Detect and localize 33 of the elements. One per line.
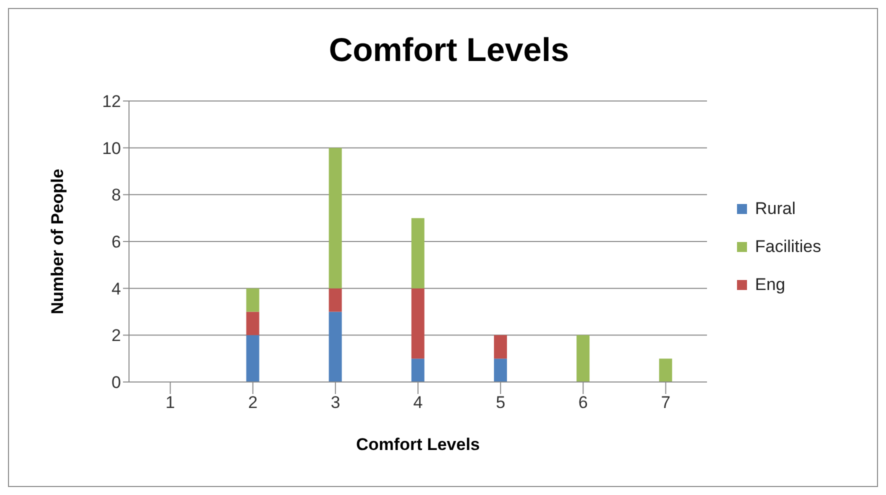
chart-title: Comfort Levels [328,31,570,69]
y-tick-label: 0 [112,373,121,392]
x-axis-title: Comfort Levels [356,435,480,454]
legend-label: Facilities [755,236,822,256]
bar [576,335,590,382]
bar [659,358,672,382]
legend-label: Eng [755,274,786,294]
y-tick-label: 2 [112,326,121,346]
x-tick-label: 2 [248,393,258,412]
y-tick-label: 4 [112,279,121,298]
x-tick-label: 4 [413,393,423,412]
bar [411,218,424,288]
y-axis-title: Number of People [48,168,68,314]
x-tick-label: 1 [166,393,176,412]
bar [494,335,507,359]
legend-label: Rural [755,198,796,218]
bar [411,288,424,359]
x-tick-label: 6 [578,393,588,412]
bar [411,358,424,382]
bar [328,312,342,382]
bar [246,312,260,336]
bar [328,288,342,312]
bar [494,358,507,382]
y-tick-label: 6 [112,232,121,252]
bar [328,148,342,288]
y-tick-label: 12 [102,92,121,112]
x-tick-label: 3 [330,393,340,412]
bar [246,288,260,312]
x-tick-label: 5 [496,393,506,412]
y-tick-label: 8 [112,186,121,205]
bar [246,335,260,382]
x-tick-label: 7 [660,393,670,412]
y-tick-label: 10 [102,138,121,158]
